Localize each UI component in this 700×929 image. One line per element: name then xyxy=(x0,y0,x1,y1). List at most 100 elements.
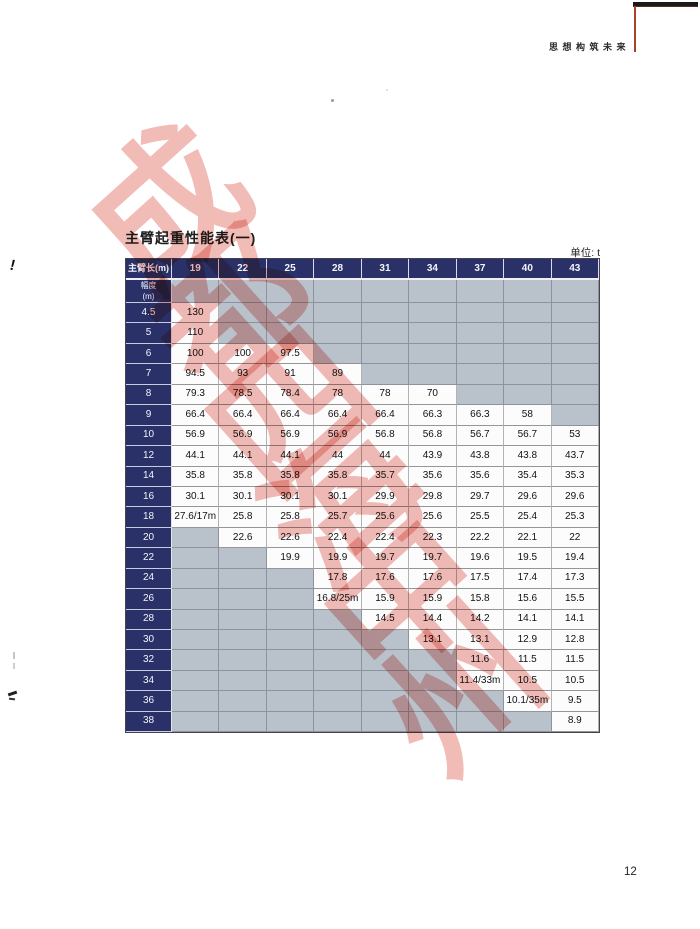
unit-label: 单位: t xyxy=(570,247,600,259)
empty-cell xyxy=(361,280,410,303)
capacity-cell: 56.8 xyxy=(409,425,457,447)
capacity-cell: 11.4/33m xyxy=(456,670,505,692)
empty-cell xyxy=(219,589,267,610)
capacity-cell: 25.7 xyxy=(314,507,362,528)
capacity-cell: 44.1 xyxy=(219,446,267,467)
empty-cell xyxy=(504,280,552,303)
radius-row-header: 8 xyxy=(126,384,172,406)
print-artifact-speck xyxy=(386,89,388,91)
radius-row-header: 18 xyxy=(126,507,172,528)
empty-cell xyxy=(314,650,362,671)
capacity-cell: 78.4 xyxy=(266,384,315,406)
empty-cell xyxy=(551,343,599,365)
empty-cell xyxy=(409,323,457,344)
capacity-cell: 56.9 xyxy=(266,425,315,447)
print-artifact-squiggle xyxy=(7,690,18,697)
capacity-cell: 30.1 xyxy=(219,486,267,508)
radius-row-header: 12 xyxy=(126,446,172,467)
capacity-cell: 13.1 xyxy=(409,630,457,651)
empty-cell xyxy=(551,364,599,385)
capacity-cell: 25.4 xyxy=(504,507,552,528)
empty-cell xyxy=(456,691,505,712)
radius-row-header: 16 xyxy=(126,486,172,508)
print-artifact-speck xyxy=(331,99,334,102)
capacity-cell: 17.3 xyxy=(551,568,599,590)
capacity-cell: 10.5 xyxy=(551,670,599,692)
empty-cell xyxy=(172,568,220,590)
empty-cell xyxy=(266,323,315,344)
empty-cell xyxy=(219,630,267,651)
boom-length-header: 37 xyxy=(456,259,505,280)
capacity-cell: 29.7 xyxy=(456,486,505,508)
empty-cell xyxy=(409,364,457,385)
empty-cell xyxy=(456,711,505,733)
empty-cell xyxy=(266,609,315,630)
capacity-cell: 17.6 xyxy=(409,568,457,590)
radius-row-header: 14 xyxy=(126,466,172,487)
capacity-cell: 35.8 xyxy=(266,466,315,487)
empty-cell xyxy=(219,670,267,692)
radius-row-header: 5 xyxy=(126,323,172,344)
capacity-cell: 66.3 xyxy=(456,405,505,426)
empty-cell xyxy=(456,384,505,406)
capacity-cell: 15.5 xyxy=(551,589,599,610)
capacity-cell: 44 xyxy=(361,446,410,467)
capacity-cell: 78 xyxy=(314,384,362,406)
capacity-cell: 79.3 xyxy=(172,384,220,406)
capacity-cell: 12.9 xyxy=(504,630,552,651)
empty-cell xyxy=(409,670,457,692)
empty-cell xyxy=(219,280,267,303)
empty-cell xyxy=(219,568,267,590)
radius-row-header: 32 xyxy=(126,650,172,671)
capacity-cell: 35.3 xyxy=(551,466,599,487)
capacity-cell: 30.1 xyxy=(266,486,315,508)
capacity-cell: 25.5 xyxy=(456,507,505,528)
capacity-cell: 35.8 xyxy=(314,466,362,487)
empty-cell xyxy=(219,323,267,344)
boom-length-header: 43 xyxy=(551,259,599,280)
capacity-cell: 43.7 xyxy=(551,446,599,467)
empty-cell xyxy=(314,630,362,651)
radius-row-header: 20 xyxy=(126,527,172,549)
empty-cell xyxy=(551,384,599,406)
capacity-cell: 66.4 xyxy=(314,405,362,426)
boom-length-header: 28 xyxy=(314,259,362,280)
empty-cell xyxy=(172,630,220,651)
empty-cell xyxy=(504,711,552,733)
page-number: 12 xyxy=(624,866,637,878)
capacity-cell: 27.6/17m xyxy=(172,507,220,528)
empty-cell xyxy=(361,711,410,733)
capacity-cell: 11.5 xyxy=(551,650,599,671)
capacity-cell: 78 xyxy=(361,384,410,406)
print-artifact-exclaim: ! xyxy=(8,256,17,275)
capacity-cell: 11.6 xyxy=(456,650,505,671)
empty-cell xyxy=(314,303,362,324)
boom-length-header: 22 xyxy=(219,259,267,280)
capacity-cell: 130 xyxy=(172,303,220,324)
radius-row-header: 36 xyxy=(126,691,172,712)
capacity-cell: 100 xyxy=(219,343,267,365)
capacity-cell: 35.8 xyxy=(219,466,267,487)
capacity-cell: 19.7 xyxy=(361,548,410,569)
capacity-cell: 22.1 xyxy=(504,527,552,549)
capacity-cell: 17.4 xyxy=(504,568,552,590)
radius-row-header: 7 xyxy=(126,364,172,385)
capacity-cell: 13.1 xyxy=(456,630,505,651)
empty-cell xyxy=(219,548,267,569)
capacity-cell: 19.4 xyxy=(551,548,599,569)
empty-cell xyxy=(266,589,315,610)
radius-row-header: 22 xyxy=(126,548,172,569)
capacity-cell: 22.4 xyxy=(361,527,410,549)
capacity-cell: 25.8 xyxy=(266,507,315,528)
empty-cell xyxy=(361,343,410,365)
capacity-cell: 43.9 xyxy=(409,446,457,467)
capacity-cell: 35.6 xyxy=(409,466,457,487)
empty-cell xyxy=(172,527,220,549)
empty-cell xyxy=(219,711,267,733)
capacity-cell: 14.1 xyxy=(504,609,552,630)
capacity-cell: 58 xyxy=(504,405,552,426)
capacity-cell: 29.9 xyxy=(361,486,410,508)
capacity-cell: 22.6 xyxy=(266,527,315,549)
capacity-cell: 14.5 xyxy=(361,609,410,630)
capacity-cell: 43.8 xyxy=(504,446,552,467)
